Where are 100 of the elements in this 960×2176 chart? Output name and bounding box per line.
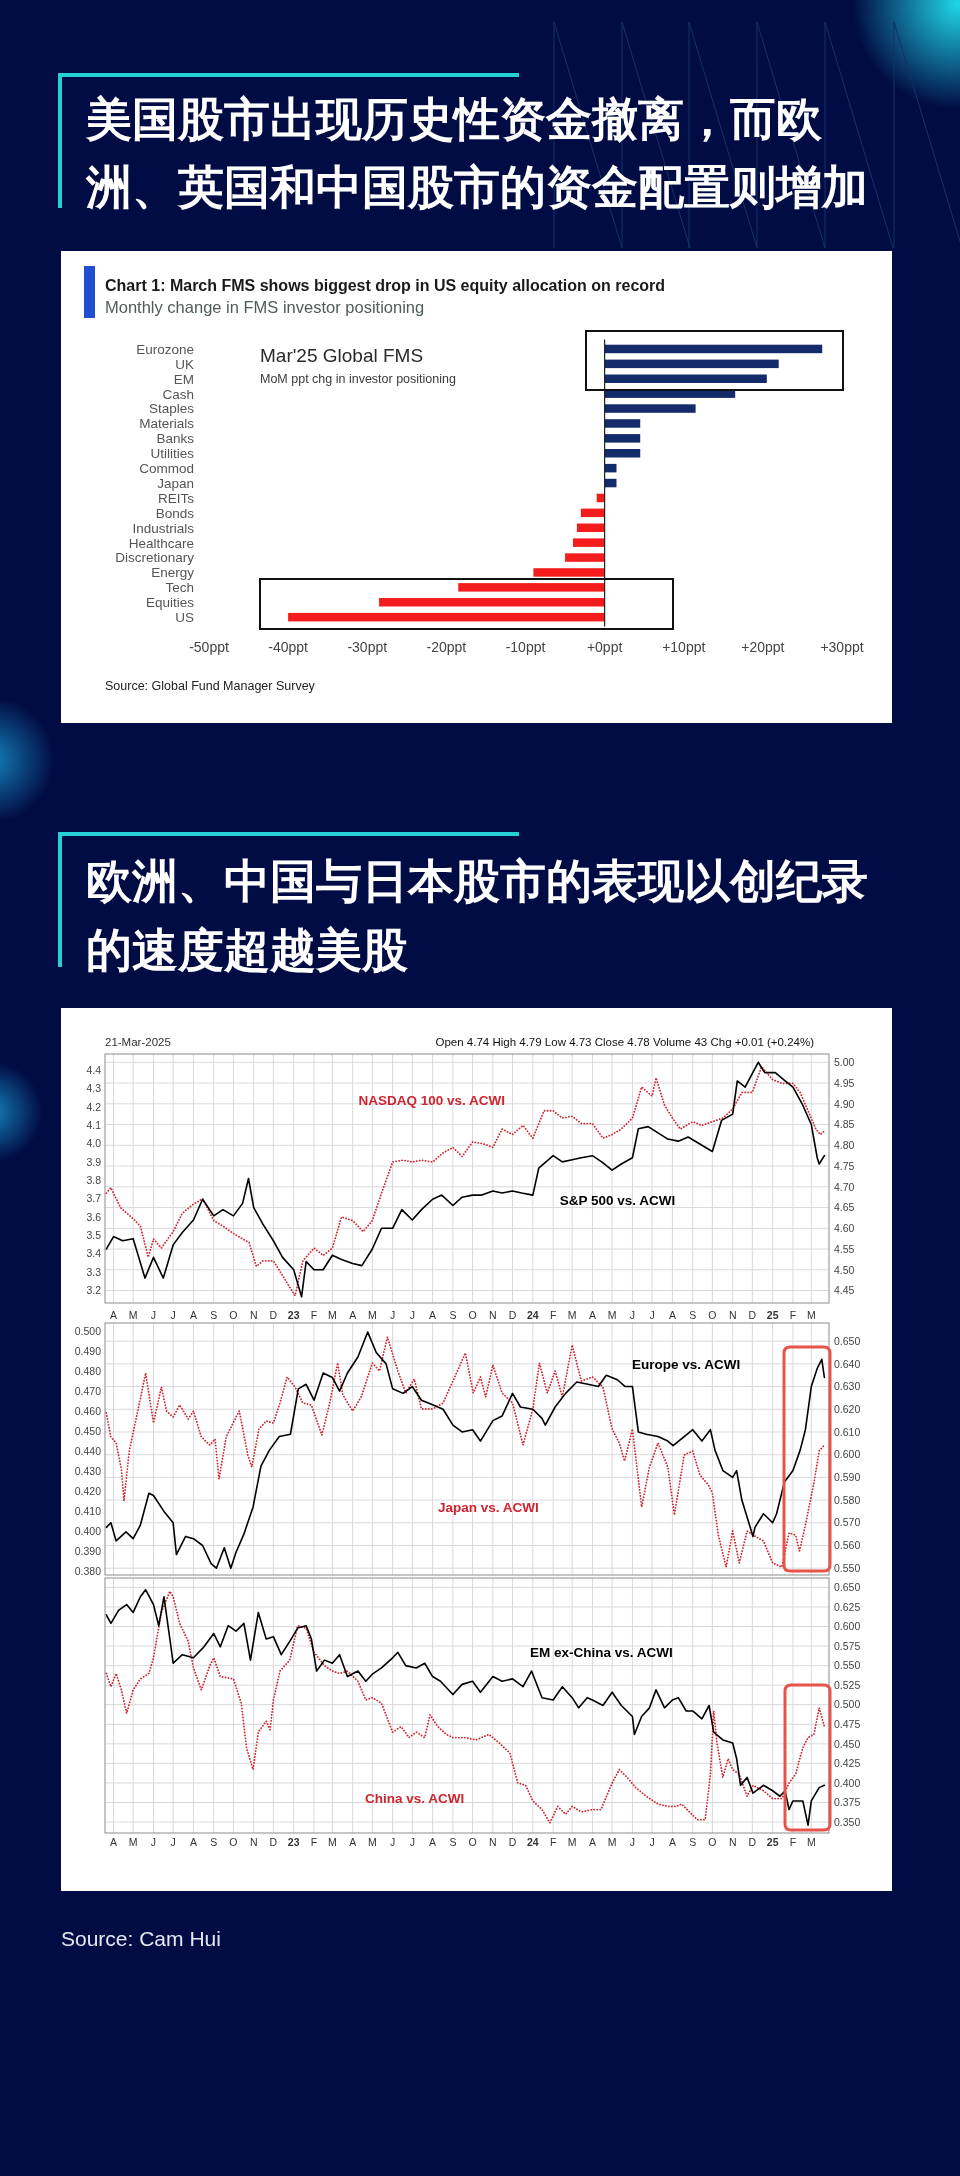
x-tick-label: M [327,1309,337,1321]
x-tick-label: J [170,1836,176,1848]
x-tick-label: M [567,1836,577,1848]
y-tick-label: Healthcare [128,535,194,551]
y-tick-label: 0.460 [74,1404,102,1417]
x-tick-label: J [629,1836,636,1848]
x-tick-label: D [748,1309,757,1321]
y-tick-label: US [175,610,194,626]
y-tick-label: 0.400 [74,1524,102,1537]
x-tick-label: +20ppt [741,639,785,655]
x-tick-label: F [789,1836,797,1848]
y-tick-label: 0.450 [834,1737,861,1750]
x-tick-label: J [629,1309,636,1321]
text: 21-Mar-2025 [105,1036,171,1048]
annotation: Mar'25 Global FMS [260,345,424,366]
annotation: MoM ppt chg in investor positioning [260,372,456,386]
x-tick-label: -20ppt [426,639,467,655]
x-tick-label: F [549,1309,557,1321]
y-tick-label: Cash [162,386,194,402]
y2-tick-label: 4.95 [834,1076,855,1089]
y-tick-label: 0.475 [834,1717,861,1730]
x-tick-label: +10ppt [662,639,706,655]
series-label: EM ex-China vs. ACWI [529,1645,673,1661]
y-tick-label: 0.350 [834,1815,861,1828]
y-tick-label: 0.375 [834,1796,861,1809]
x-tick-label: S [210,1836,218,1848]
x-tick-label: S [449,1309,457,1321]
x-tick-label: J [390,1309,396,1321]
chart-title: 美国股市出现历史性资金撤离，而欧洲、英国和中国股市的资金配置则增加 [85,92,868,214]
y2-tick-label: 0.570 [834,1516,861,1529]
x-tick-label: O [468,1309,477,1321]
y-tick-label: 0.625 [834,1600,861,1613]
x-tick-label: A [429,1836,437,1848]
x-tick-label: J [649,1309,655,1321]
x-tick-label: M [128,1836,138,1848]
x-tick-label: 23 [287,1836,300,1848]
x-tick-label: J [649,1836,655,1848]
x-tick-label: O [708,1836,717,1848]
y2-tick-label: 0.590 [834,1471,861,1484]
y-tick-label: 0.650 [834,1581,861,1594]
x-tick-label: M [806,1836,816,1848]
y-tick-label: 0.380 [74,1564,102,1577]
bar [572,538,605,547]
y-tick-label: 0.410 [74,1504,102,1517]
y-tick-label: Commod [139,461,194,477]
x-tick-label: S [689,1836,697,1848]
y-tick-label: 0.500 [834,1698,861,1711]
y2-tick-label: 0.640 [834,1357,861,1370]
y-tick-label: 4.3 [86,1082,102,1095]
y-tick-label: 3.5 [86,1228,102,1241]
y2-tick-label: 0.580 [834,1493,861,1506]
x-tick-label: J [150,1836,157,1848]
x-tick-label: A [668,1309,676,1321]
y-tick-label: 3.7 [86,1192,102,1205]
x-tick-label: A [349,1836,357,1848]
x-tick-label: N [249,1836,258,1848]
y-tick-label: 0.400 [834,1776,861,1789]
x-tick-label: A [349,1309,357,1321]
y2-tick-label: 4.65 [834,1201,855,1214]
y-tick-label: 3.4 [86,1247,102,1260]
x-tick-label: N [728,1836,737,1848]
x-tick-label: +30ppt [820,639,864,655]
x-tick-label: M [367,1836,377,1848]
series-label: Europe vs. ACWI [632,1357,741,1373]
series-label: S&P 500 vs. ACWI [559,1192,676,1208]
y2-tick-label: 4.90 [834,1097,855,1110]
y-tick-label: Banks [156,431,195,447]
x-tick-label: F [310,1836,318,1848]
y-tick-label: 0.525 [834,1678,861,1691]
bar [604,449,641,458]
y-tick-label: 3.3 [86,1265,102,1278]
x-tick-label: N [728,1309,737,1321]
x-tick-label: A [429,1309,437,1321]
x-tick-label: J [170,1309,176,1321]
x-tick-label: M [128,1309,138,1321]
y-tick-label: Tech [165,580,194,596]
y-tick-label: Industrials [132,520,195,536]
y2-tick-label: 4.45 [834,1284,855,1297]
text: China vs. ACWI [364,1790,465,1806]
y2-tick-label: 0.560 [834,1539,861,1552]
chart-title: 欧洲、中国与日本股市的表现以创纪录的速度超越美股 [86,854,868,977]
text: Japan vs. ACWI [438,1500,539,1515]
chart-subtitle: Chart 1: March FMS shows biggest drop in US equity allocation on record [105,277,666,294]
x-tick-label: O [229,1309,238,1321]
x-tick-label: N [249,1309,258,1321]
text: Monthly change in FMS investor positioning [105,298,425,316]
x-tick-label: A [668,1836,676,1848]
y2-tick-label: 5.00 [834,1056,855,1068]
y2-tick-label: 4.60 [834,1222,855,1234]
y-tick-label: 0.430 [74,1464,102,1477]
y2-tick-label: 4.80 [834,1139,855,1151]
x-tick-label: N [489,1836,497,1848]
x-tick-label: J [409,1309,415,1321]
x-tick-label: D [508,1836,517,1848]
y-tick-label: 0.480 [74,1364,102,1377]
y-tick-label: 0.450 [74,1424,102,1437]
x-tick-label: S [210,1309,218,1321]
x-tick-label: A [588,1836,596,1848]
x-tick-label: 23 [287,1309,300,1321]
y-tick-label: 0.425 [834,1757,861,1770]
